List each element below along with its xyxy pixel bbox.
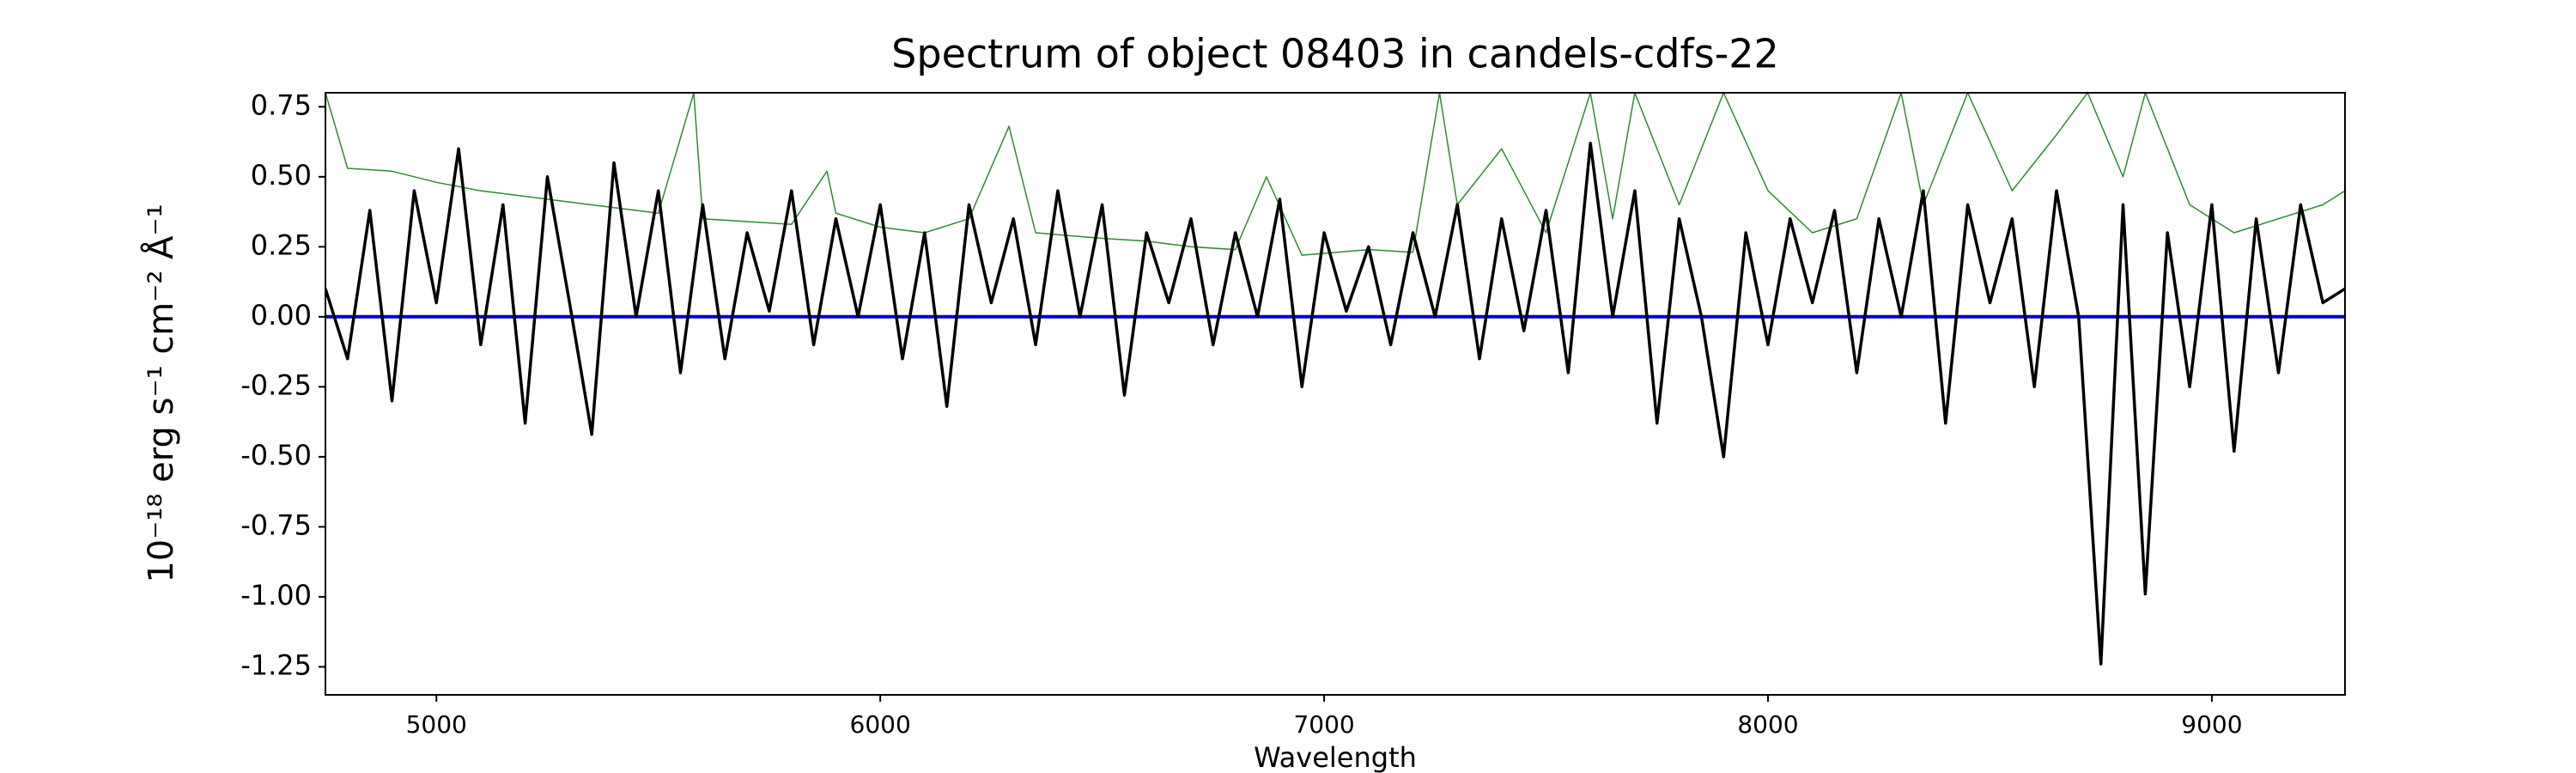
x-axis-label: Wavelength bbox=[1254, 741, 1417, 773]
y-tick-label: 0.00 bbox=[251, 299, 312, 332]
x-tick-label: 8000 bbox=[1737, 710, 1798, 739]
y-tick-label: 0.25 bbox=[251, 228, 312, 261]
y-tick-label: -1.25 bbox=[240, 648, 312, 681]
x-tick-label: 9000 bbox=[2181, 710, 2242, 739]
y-tick-label: 0.50 bbox=[251, 159, 312, 192]
spectrum-line bbox=[325, 93, 2345, 256]
y-tick-label: -0.25 bbox=[240, 368, 312, 401]
chart-title: Spectrum of object 08403 in candels-cdfs… bbox=[891, 31, 1779, 77]
x-tick-label: 6000 bbox=[850, 710, 911, 739]
spectrum-line bbox=[325, 141, 2345, 666]
plot-area bbox=[325, 93, 2345, 666]
x-tick-label: 5000 bbox=[406, 710, 467, 739]
y-tick-label: -0.50 bbox=[240, 439, 312, 472]
plot-frame bbox=[325, 92, 2346, 696]
y-axis-label: 10⁻¹⁸ erg s⁻¹ cm⁻² Å⁻¹ bbox=[140, 204, 181, 582]
x-tick-label: 7000 bbox=[1293, 710, 1354, 739]
y-tick-label: 0.75 bbox=[251, 88, 312, 121]
y-tick-label: -0.75 bbox=[240, 508, 312, 541]
y-tick-label: -1.00 bbox=[240, 579, 312, 612]
